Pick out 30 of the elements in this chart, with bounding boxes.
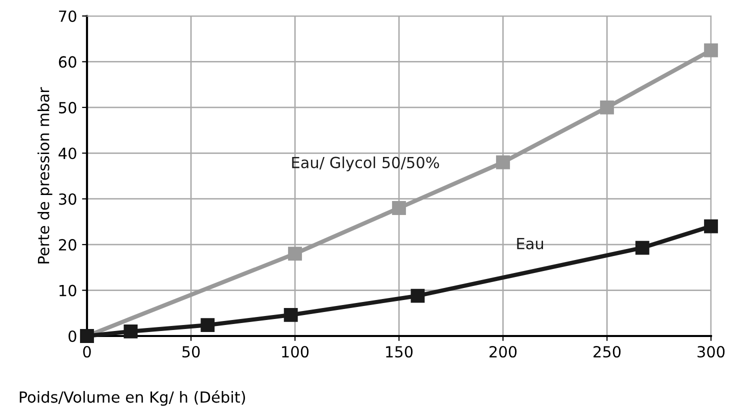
x-tick-label: 200 xyxy=(490,346,517,358)
point xyxy=(288,246,302,261)
point xyxy=(635,240,650,255)
point xyxy=(600,100,614,114)
y-tick-label: 20 xyxy=(58,239,76,251)
y-axis-title: Perte de pression mbar xyxy=(37,87,52,264)
point xyxy=(124,324,138,338)
point xyxy=(704,219,718,234)
point xyxy=(392,201,406,215)
point xyxy=(284,308,298,322)
y-tick-label: 30 xyxy=(59,193,76,205)
point xyxy=(200,318,215,332)
x-tick-label: 250 xyxy=(594,346,621,358)
x-tick-label: 150 xyxy=(386,346,413,358)
x-tick-label: 50 xyxy=(182,346,200,358)
point xyxy=(704,43,718,58)
point xyxy=(496,155,510,170)
x-tick-label: 100 xyxy=(282,346,309,358)
y-tick-label: 70 xyxy=(59,10,76,22)
y-tick-label: 10 xyxy=(60,284,76,296)
series-label: Eau/ Glycol 50/50% xyxy=(292,156,440,172)
x-axis-title: Poids/Volume en Kg/ h (Débit) xyxy=(20,390,245,406)
y-tick-label: 40 xyxy=(58,148,76,160)
x-tick-label: 300 xyxy=(698,346,725,358)
y-tick-label: 50 xyxy=(59,102,76,114)
series-label: Eau xyxy=(517,238,543,250)
y-tick-label: 0 xyxy=(68,330,76,342)
point xyxy=(410,288,425,303)
y-tick-label: 60 xyxy=(58,56,76,68)
x-tick-label: 0 xyxy=(83,346,91,358)
